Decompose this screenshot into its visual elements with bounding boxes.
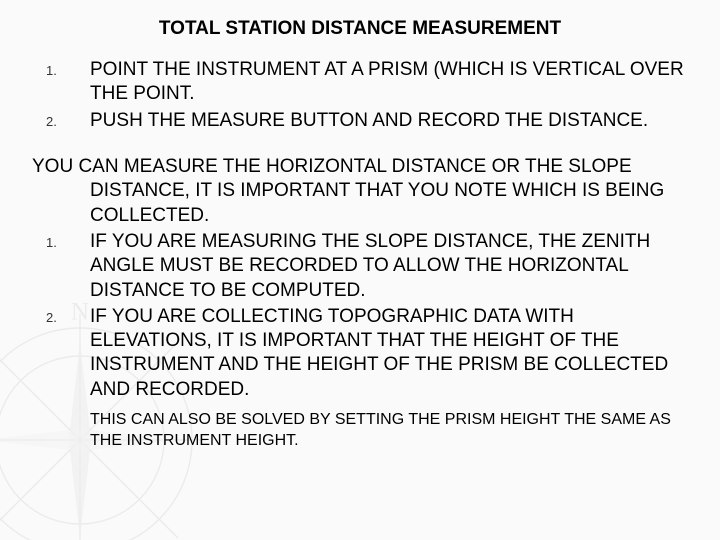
list-number: 2.: [32, 305, 90, 325]
list-text: POINT THE INSTRUMENT AT A PRISM (WHICH I…: [90, 58, 688, 107]
slide-content: TOTAL STATION DISTANCE MEASUREMENT 1. PO…: [0, 0, 720, 452]
slide-title: TOTAL STATION DISTANCE MEASUREMENT: [32, 18, 688, 40]
list-text: IF YOU ARE MEASURING THE SLOPE DISTANCE,…: [90, 230, 688, 303]
paragraph-rest: DISTANCE, IT IS IMPORTANT THAT YOU NOTE …: [32, 179, 688, 228]
footnote: THIS CAN ALSO BE SOLVED BY SETTING THE P…: [32, 410, 688, 452]
paragraph-first-line: YOU CAN MEASURE THE HORIZONTAL DISTANCE …: [32, 155, 688, 179]
list-text: PUSH THE MEASURE BUTTON AND RECORD THE D…: [90, 109, 688, 133]
list-item: 2. IF YOU ARE COLLECTING TOPOGRAPHIC DAT…: [32, 305, 688, 402]
list-item: 2. PUSH THE MEASURE BUTTON AND RECORD TH…: [32, 109, 688, 133]
list-number: 1.: [32, 230, 90, 250]
list-text: IF YOU ARE COLLECTING TOPOGRAPHIC DATA W…: [90, 305, 688, 402]
list-1: 1. POINT THE INSTRUMENT AT A PRISM (WHIC…: [32, 58, 688, 133]
list-number: 1.: [32, 58, 90, 78]
list-item: 1. IF YOU ARE MEASURING THE SLOPE DISTAN…: [32, 230, 688, 303]
paragraph: YOU CAN MEASURE THE HORIZONTAL DISTANCE …: [32, 155, 688, 228]
list-item: 1. POINT THE INSTRUMENT AT A PRISM (WHIC…: [32, 58, 688, 107]
list-number: 2.: [32, 109, 90, 129]
list-2: 1. IF YOU ARE MEASURING THE SLOPE DISTAN…: [32, 230, 688, 402]
